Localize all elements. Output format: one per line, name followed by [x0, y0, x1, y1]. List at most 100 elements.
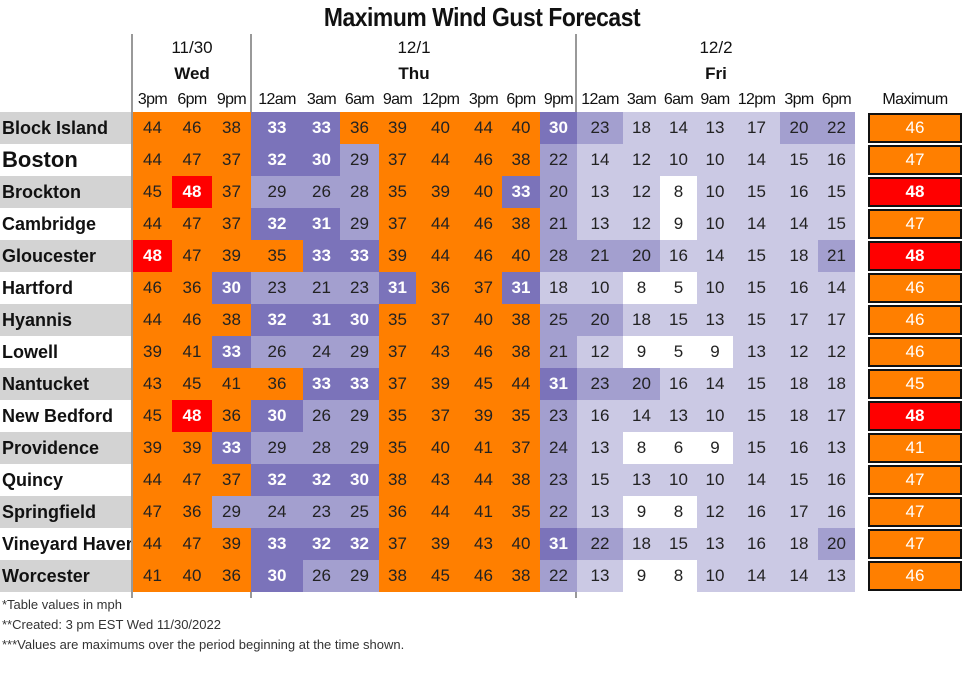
gust-cell: 14 [733, 560, 780, 592]
gust-cell: 28 [540, 240, 577, 272]
table-row: Block Island 44 46 38 33 33 36 39 40 44 40 30 23 18 14… [0, 112, 964, 144]
gust-cell: 23 [340, 272, 379, 304]
gust-cell: 25 [340, 496, 379, 528]
gust-cell: 48 [133, 240, 172, 272]
day-date: 12/1 [397, 38, 431, 57]
gust-cell: 18 [623, 112, 660, 144]
maximum-cell: 41 [868, 433, 962, 463]
gust-cell: 38 [212, 112, 251, 144]
gust-cell: 39 [133, 336, 172, 368]
gust-cell: 46 [465, 336, 502, 368]
gust-cell: 37 [379, 336, 416, 368]
location-name: Quincy [0, 464, 131, 496]
gust-cell: 16 [733, 496, 780, 528]
gust-cell: 8 [623, 272, 660, 304]
gust-cell: 5 [660, 272, 697, 304]
location-name: Vineyard Haven [0, 528, 131, 560]
gust-cell: 31 [540, 368, 577, 400]
gust-cell: 33 [303, 368, 340, 400]
maximum-cell: 47 [868, 465, 962, 495]
gust-cell: 26 [303, 176, 340, 208]
maximum-cell: 47 [868, 209, 962, 239]
gust-cell: 13 [660, 400, 697, 432]
gust-cell: 17 [818, 304, 855, 336]
table-row: New Bedford 45 48 36 30 26 29 35 37 39 35 23 16 14 13 1… [0, 400, 964, 432]
gust-cell: 40 [465, 304, 502, 336]
gust-cell: 47 [133, 496, 172, 528]
gust-cell: 46 [172, 304, 212, 336]
gust-cell: 29 [251, 176, 303, 208]
gust-cell: 23 [540, 400, 577, 432]
table-row: Hartford 46 36 30 23 21 23 31 36 37 31 18 10 8 5 10 15 16… [0, 272, 964, 304]
gust-cell: 39 [379, 112, 416, 144]
gust-cell: 45 [465, 368, 502, 400]
gust-cell: 15 [780, 464, 818, 496]
gust-cell: 39 [212, 528, 251, 560]
maximum-cell: 47 [868, 529, 962, 559]
table-row: Boston 44 47 37 32 30 29 37 44 46 38 22 14 12 10 10 14 15… [0, 144, 964, 176]
gust-cell: 15 [780, 144, 818, 176]
gust-cell: 35 [502, 496, 540, 528]
gust-cell: 37 [379, 368, 416, 400]
gust-cell: 23 [251, 272, 303, 304]
gust-cell: 18 [780, 400, 818, 432]
gust-cell: 47 [172, 144, 212, 176]
gust-cell: 9 [660, 208, 697, 240]
gust-cell: 29 [340, 400, 379, 432]
gust-cell: 39 [212, 240, 251, 272]
maximum-cell: 47 [868, 145, 962, 175]
location-name: Nantucket [0, 368, 131, 400]
gust-cell: 23 [577, 368, 623, 400]
gust-cell: 15 [733, 240, 780, 272]
gust-cell: 33 [303, 112, 340, 144]
maximum-cell: 47 [868, 497, 962, 527]
gust-cell: 35 [502, 400, 540, 432]
gust-cell: 41 [465, 496, 502, 528]
gust-cell: 22 [577, 528, 623, 560]
gust-cell: 14 [780, 208, 818, 240]
gust-cell: 15 [660, 304, 697, 336]
gust-cell: 9 [623, 336, 660, 368]
gust-cell: 15 [733, 432, 780, 464]
maximum-cell: 46 [868, 273, 962, 303]
gust-cell: 18 [780, 240, 818, 272]
gust-cell: 33 [502, 176, 540, 208]
maximum-cell: 48 [868, 177, 962, 207]
time-header: 3pm [784, 91, 814, 108]
gust-cell: 18 [540, 272, 577, 304]
location-name: New Bedford [0, 400, 131, 432]
gust-cell: 36 [340, 112, 379, 144]
time-header: 6am [344, 91, 375, 108]
table-row: Cambridge 44 47 37 32 31 29 37 44 46 38 21 13 12 9 10 14… [0, 208, 964, 240]
gust-cell: 12 [623, 208, 660, 240]
gust-cell: 46 [465, 144, 502, 176]
gust-cell: 29 [340, 336, 379, 368]
gust-cell: 43 [465, 528, 502, 560]
gust-cell: 44 [416, 144, 465, 176]
gust-cell: 37 [212, 176, 251, 208]
gust-cell: 15 [733, 304, 780, 336]
day-name: Thu [398, 64, 430, 83]
day-date: 12/2 [699, 38, 733, 57]
gust-cell: 16 [780, 176, 818, 208]
gust-cell: 26 [303, 400, 340, 432]
location-name: Lowell [0, 336, 131, 368]
gust-cell: 16 [818, 496, 855, 528]
gust-cell: 16 [577, 400, 623, 432]
maximum-header: Maximum [882, 91, 948, 108]
gust-cell: 36 [172, 272, 212, 304]
gust-cell: 8 [660, 560, 697, 592]
gust-cell: 13 [577, 208, 623, 240]
gust-cell: 14 [623, 400, 660, 432]
gust-cell: 36 [212, 560, 251, 592]
time-header: 3am [626, 91, 657, 108]
gust-cell: 15 [818, 176, 855, 208]
gust-cell: 33 [340, 240, 379, 272]
gust-cell: 17 [733, 112, 780, 144]
gust-cell: 46 [465, 560, 502, 592]
gust-cell: 44 [133, 528, 172, 560]
footnote: **Created: 3 pm EST Wed 11/30/2022 [2, 617, 221, 632]
gust-cell: 29 [340, 144, 379, 176]
gust-cell: 20 [818, 528, 855, 560]
gust-cell: 45 [172, 368, 212, 400]
